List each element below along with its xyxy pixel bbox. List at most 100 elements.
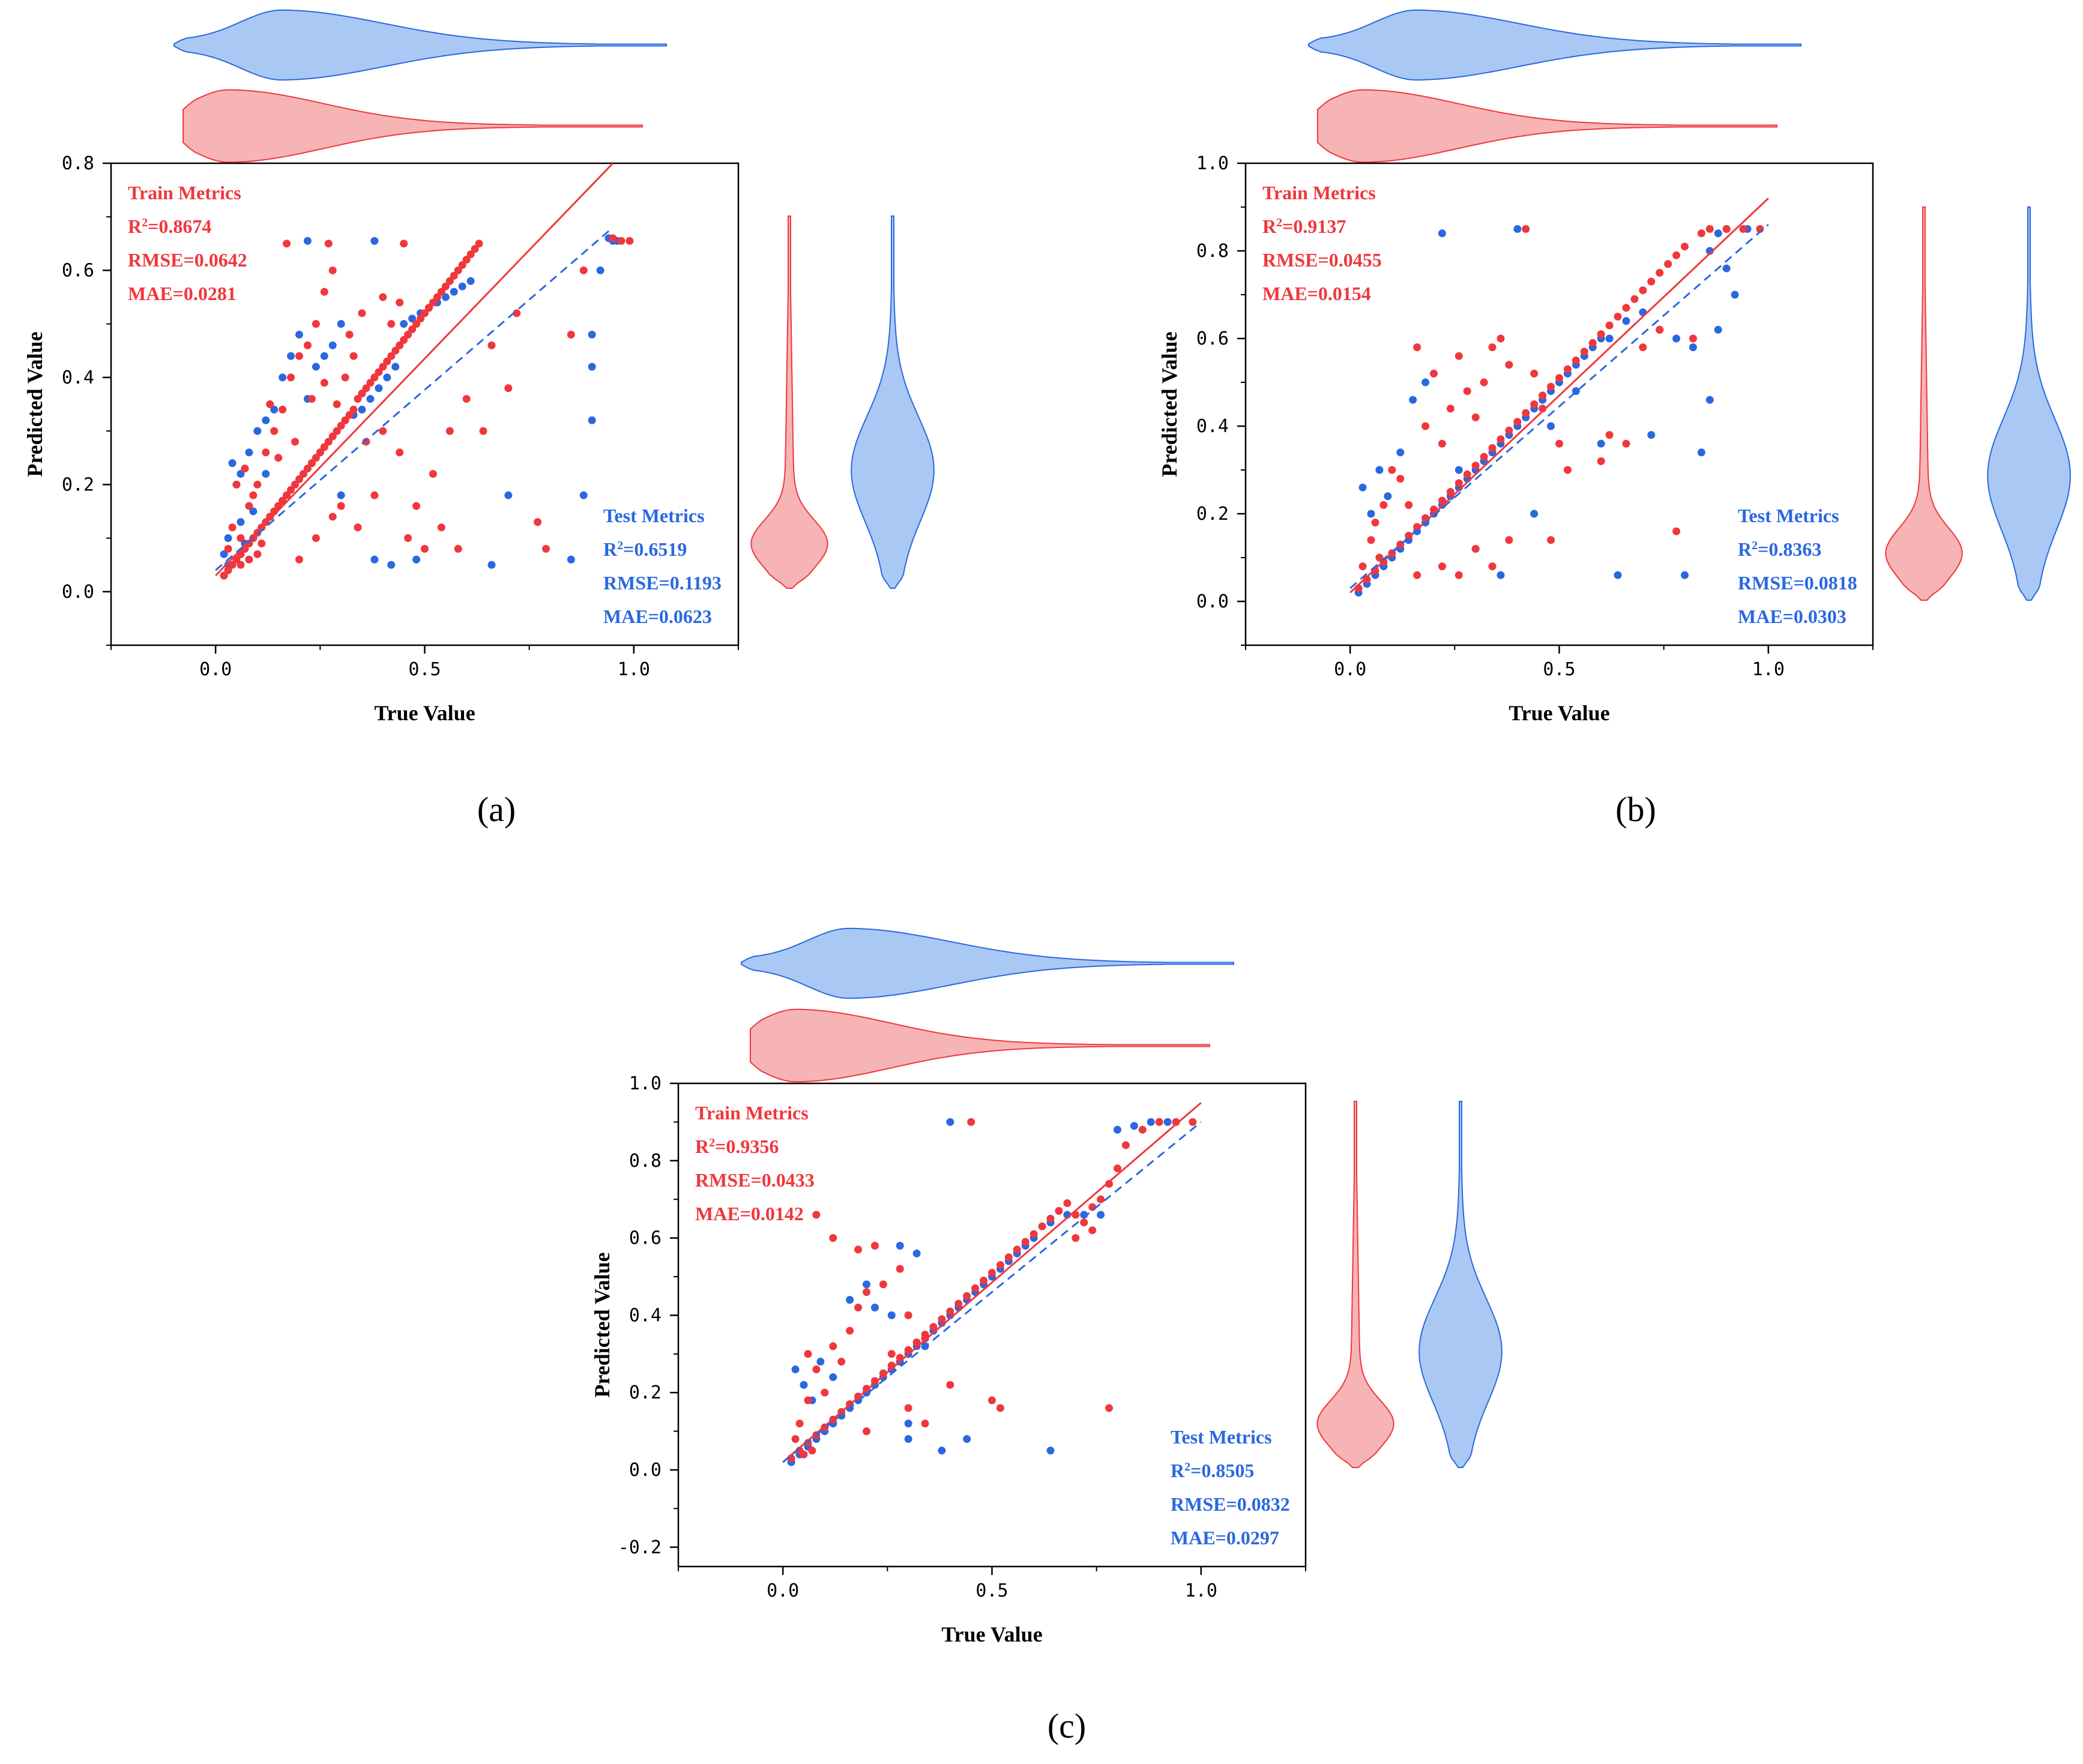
test-point <box>1605 334 1614 343</box>
train-point <box>863 1288 870 1296</box>
train-mae: MAE=0.0281 <box>128 283 237 304</box>
y-tick-label: 0.2 <box>629 1382 662 1403</box>
train-point <box>1697 229 1705 238</box>
train-point <box>617 236 626 245</box>
test-rmse: RMSE=0.0832 <box>1171 1493 1290 1515</box>
train-point <box>863 1427 870 1436</box>
test-point <box>228 459 237 468</box>
train-point <box>1021 1238 1029 1246</box>
train-point <box>324 239 333 248</box>
train-point <box>445 277 454 285</box>
y-tick-label: 0.2 <box>1196 504 1229 525</box>
train-point <box>1530 369 1539 378</box>
train-metrics: Train Metrics R2=0.9356 RMSE=0.0433 MAE=0.0… <box>695 1102 815 1224</box>
train-point <box>854 1245 863 1254</box>
train-metrics: Train Metrics R2=0.9137 RMSE=0.0455 MAE=0.0… <box>1262 182 1382 304</box>
train-point <box>232 555 241 564</box>
test-metrics: Test Metrics R2=0.6519 RMSE=0.1193 MAE=0.06… <box>603 505 722 627</box>
train-r2: R2=0.8674 <box>128 215 211 237</box>
test-point <box>1547 422 1555 430</box>
train-point <box>870 1377 879 1385</box>
y-tick-label: 0.0 <box>62 582 94 603</box>
train-point <box>266 400 274 408</box>
test-point <box>1375 466 1384 474</box>
x-tick-label: 0.5 <box>1543 659 1575 680</box>
train-point <box>904 1404 912 1412</box>
test-point <box>887 1311 896 1319</box>
plot-area <box>215 163 634 580</box>
train-point <box>1488 562 1497 571</box>
train-point <box>1471 544 1480 553</box>
train-point <box>349 352 358 360</box>
train-point <box>412 320 421 328</box>
test-point <box>596 266 604 274</box>
train-point <box>1605 321 1614 330</box>
test-point <box>1454 466 1463 474</box>
train-point <box>341 416 349 424</box>
test-point <box>579 491 588 499</box>
train-fit-line <box>782 1102 1202 1463</box>
plot-area <box>1349 197 1769 597</box>
x-tick-label: 1.0 <box>1752 659 1785 680</box>
train-point <box>324 438 333 446</box>
x-tick-label: 0.5 <box>408 659 441 680</box>
test-fit-line <box>215 226 613 571</box>
test-point <box>963 1434 971 1443</box>
test-point <box>1163 1118 1172 1126</box>
train-point <box>1513 418 1522 426</box>
test-point <box>1147 1118 1155 1126</box>
train-point <box>863 1385 870 1393</box>
train-r2: R2=0.9137 <box>1262 215 1346 237</box>
test-point <box>466 277 475 285</box>
test-point <box>504 491 513 499</box>
test-point <box>1046 1446 1055 1455</box>
train-point <box>333 400 341 408</box>
train-point <box>1639 343 1647 352</box>
panel-label: (a) <box>477 790 516 829</box>
train-point <box>996 1404 1004 1412</box>
test-point <box>270 405 279 414</box>
test-point <box>1647 431 1656 439</box>
y-tick-label: 0.4 <box>1196 416 1229 437</box>
train-point <box>1672 527 1681 535</box>
train-point <box>1080 1218 1088 1227</box>
train-point <box>328 266 337 274</box>
train-point <box>1656 325 1664 334</box>
train-point <box>1681 242 1689 251</box>
train-point <box>1539 391 1547 400</box>
y-tick-label: 1.0 <box>1196 153 1229 174</box>
train-r2-value: =0.9356 <box>715 1136 779 1157</box>
side-violin-test <box>851 215 935 589</box>
train-point <box>245 502 253 510</box>
train-point <box>1038 1222 1046 1230</box>
train-point <box>1088 1226 1097 1235</box>
train-point <box>1421 422 1430 430</box>
y-tick-label: 0.4 <box>629 1305 662 1326</box>
train-point <box>938 1315 946 1323</box>
train-point <box>1454 352 1463 360</box>
y-tick-label: 0.4 <box>62 367 94 388</box>
train-point <box>249 491 258 499</box>
train-point <box>996 1261 1004 1269</box>
train-point <box>396 341 404 349</box>
train-r2-sup: 2 <box>1276 216 1282 229</box>
train-r2-symbol: R <box>695 1136 710 1157</box>
train-point <box>1647 277 1656 286</box>
train-fit-line <box>1349 197 1769 594</box>
train-point <box>1029 1230 1038 1238</box>
test-point <box>262 416 270 424</box>
test-r2-symbol: R <box>603 538 618 560</box>
train-point <box>345 331 354 339</box>
test-point <box>328 341 337 349</box>
test-point <box>383 373 391 382</box>
y-tick-label: 0.6 <box>1196 328 1229 349</box>
test-point <box>896 1241 904 1250</box>
train-point <box>303 465 312 473</box>
y-tick-label: 0.6 <box>629 1228 662 1249</box>
test-point <box>249 507 258 516</box>
train-point <box>1488 343 1497 352</box>
train-point <box>1639 286 1647 295</box>
train-point <box>1689 334 1697 343</box>
top-violin-test <box>1308 9 1801 81</box>
train-point <box>1088 1203 1097 1211</box>
